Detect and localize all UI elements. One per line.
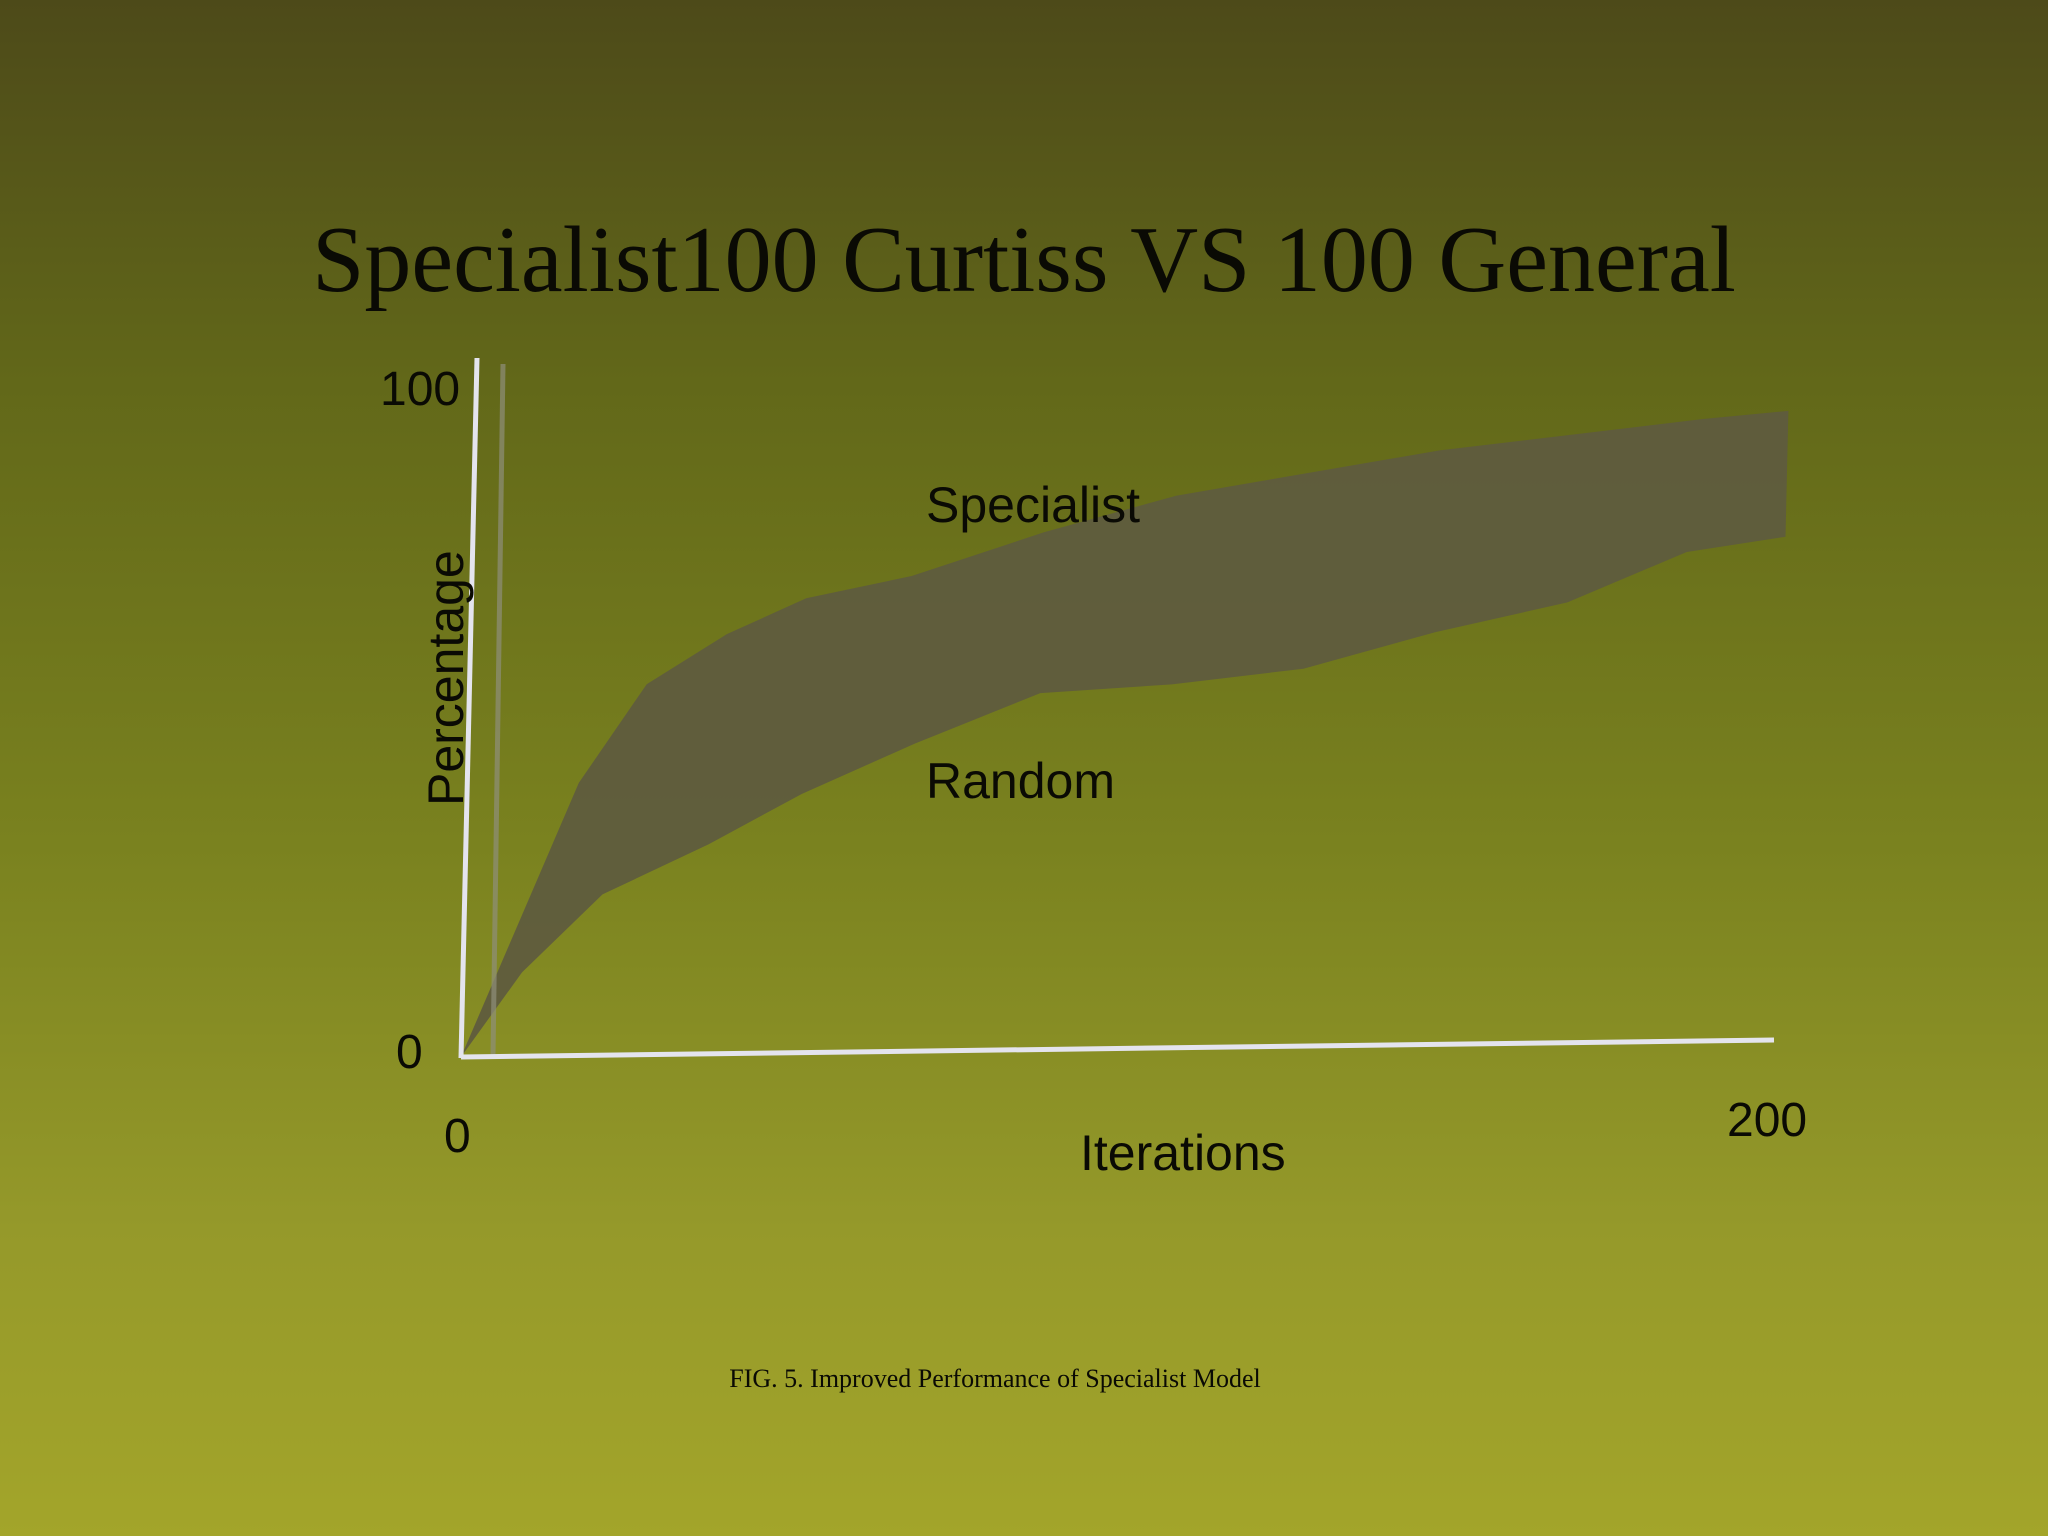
- y-tick-label-min: 0: [396, 1026, 423, 1079]
- slide-title: Specialist100 Curtiss VS 100 General: [312, 208, 1736, 312]
- y-axis-line: [458, 357, 480, 1059]
- specialist-random-band: [461, 410, 1789, 1057]
- y-axis-shadow-line: [490, 363, 506, 1056]
- x-tick-label-min: 0: [444, 1110, 471, 1163]
- figure-caption: FIG. 5. Improved Performance of Speciali…: [729, 1364, 1261, 1393]
- series-label-specialist: Specialist: [926, 477, 1140, 533]
- axis-layer: [458, 357, 1775, 1060]
- x-axis-line: [460, 1037, 1775, 1060]
- band-layer: [461, 410, 1789, 1057]
- y-tick-label-max: 100: [380, 363, 460, 416]
- x-axis-title: Iterations: [1080, 1125, 1286, 1181]
- series-label-random: Random: [926, 753, 1115, 809]
- y-axis-title: Percentage: [418, 550, 474, 806]
- x-tick-label-max: 200: [1727, 1094, 1807, 1147]
